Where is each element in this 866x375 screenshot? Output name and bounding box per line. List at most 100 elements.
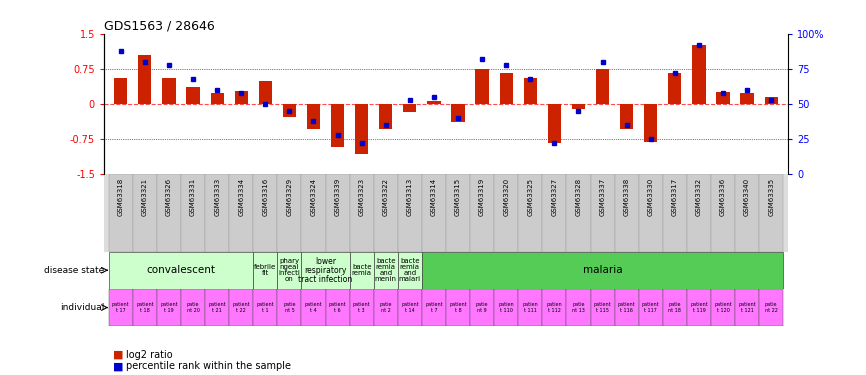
- Text: GSM63339: GSM63339: [334, 178, 340, 216]
- Text: GSM63333: GSM63333: [214, 178, 220, 216]
- Bar: [229, 174, 253, 252]
- Text: log2 ratio: log2 ratio: [126, 350, 172, 360]
- Bar: [572, 104, 585, 110]
- Text: GSM63321: GSM63321: [142, 178, 148, 216]
- Text: GSM63338: GSM63338: [624, 178, 630, 216]
- Text: GSM63325: GSM63325: [527, 178, 533, 216]
- Bar: [229, 289, 253, 326]
- Bar: [253, 252, 277, 289]
- Text: patien
t 110: patien t 110: [499, 302, 514, 313]
- Bar: [301, 174, 326, 252]
- Text: convalescent: convalescent: [146, 265, 216, 275]
- Bar: [427, 101, 441, 104]
- Bar: [422, 174, 446, 252]
- Bar: [210, 93, 223, 104]
- Text: phary
ngeal
infecti
on: phary ngeal infecti on: [279, 258, 301, 282]
- Text: GSM63331: GSM63331: [190, 178, 196, 216]
- Text: GSM63336: GSM63336: [720, 178, 726, 216]
- Bar: [397, 252, 422, 289]
- Text: percentile rank within the sample: percentile rank within the sample: [126, 361, 291, 371]
- Text: GSM63313: GSM63313: [407, 178, 413, 216]
- Bar: [132, 174, 157, 252]
- Text: GDS1563 / 28646: GDS1563 / 28646: [104, 20, 215, 33]
- Bar: [566, 289, 591, 326]
- Bar: [326, 174, 350, 252]
- Text: GSM63316: GSM63316: [262, 178, 268, 216]
- Bar: [277, 174, 301, 252]
- Bar: [326, 289, 350, 326]
- Bar: [277, 252, 301, 289]
- Bar: [301, 289, 326, 326]
- Text: bacte
remia: bacte remia: [352, 264, 372, 276]
- Text: GSM63334: GSM63334: [238, 178, 244, 216]
- Text: lower
respiratory
tract infection: lower respiratory tract infection: [299, 257, 352, 284]
- Bar: [374, 252, 397, 289]
- Bar: [397, 289, 422, 326]
- Bar: [662, 174, 687, 252]
- Bar: [716, 92, 730, 104]
- Bar: [475, 69, 488, 104]
- Text: GSM63340: GSM63340: [744, 178, 750, 216]
- Bar: [711, 174, 735, 252]
- Bar: [711, 289, 735, 326]
- Text: patie
nt 13: patie nt 13: [572, 302, 585, 313]
- Text: patient
t 18: patient t 18: [136, 302, 153, 313]
- Bar: [759, 289, 783, 326]
- Bar: [253, 289, 277, 326]
- Bar: [735, 174, 759, 252]
- Text: patient
t 117: patient t 117: [642, 302, 660, 313]
- Text: GSM63335: GSM63335: [768, 178, 774, 216]
- Text: bacte
remia
and
menin: bacte remia and menin: [375, 258, 397, 282]
- Text: patien
t 111: patien t 111: [522, 302, 538, 313]
- Bar: [687, 289, 711, 326]
- Text: patient
t 21: patient t 21: [209, 302, 226, 313]
- Bar: [524, 78, 537, 104]
- Bar: [500, 74, 513, 104]
- Bar: [181, 289, 205, 326]
- Bar: [253, 174, 277, 252]
- Text: patient
t 4: patient t 4: [305, 302, 322, 313]
- Bar: [740, 93, 753, 104]
- Text: patie
nt 22: patie nt 22: [765, 302, 778, 313]
- Bar: [259, 81, 272, 104]
- Text: malaria: malaria: [583, 265, 623, 275]
- Text: GSM63320: GSM63320: [503, 178, 509, 216]
- Bar: [355, 104, 368, 154]
- Bar: [301, 252, 350, 289]
- Text: patient
t 22: patient t 22: [232, 302, 250, 313]
- Bar: [542, 289, 566, 326]
- Bar: [615, 174, 639, 252]
- Text: patient
t 19: patient t 19: [160, 302, 178, 313]
- Bar: [157, 289, 181, 326]
- Text: patient
t 121: patient t 121: [739, 302, 756, 313]
- Text: GSM63328: GSM63328: [576, 178, 581, 216]
- Bar: [615, 289, 639, 326]
- Bar: [494, 174, 518, 252]
- Text: patient
t 8: patient t 8: [449, 302, 467, 313]
- Bar: [205, 289, 229, 326]
- Bar: [591, 174, 615, 252]
- Text: ■: ■: [113, 350, 123, 360]
- Text: patie
nt 18: patie nt 18: [669, 302, 682, 313]
- Bar: [692, 45, 706, 104]
- Text: GSM63337: GSM63337: [599, 178, 605, 216]
- Bar: [596, 69, 609, 104]
- Text: bacte
remia
and
malari: bacte remia and malari: [399, 258, 421, 282]
- Bar: [374, 174, 397, 252]
- Text: GSM63326: GSM63326: [166, 178, 172, 216]
- Bar: [422, 252, 783, 289]
- Bar: [470, 289, 494, 326]
- Bar: [451, 104, 465, 122]
- Bar: [591, 289, 615, 326]
- Bar: [350, 174, 374, 252]
- Bar: [374, 289, 397, 326]
- Text: GSM63319: GSM63319: [479, 178, 485, 216]
- Bar: [109, 289, 132, 326]
- Bar: [735, 289, 759, 326]
- Text: patient
t 119: patient t 119: [690, 302, 708, 313]
- Text: patient
t 120: patient t 120: [714, 302, 732, 313]
- Text: GSM63318: GSM63318: [118, 178, 124, 216]
- Bar: [470, 174, 494, 252]
- Bar: [379, 104, 392, 129]
- Text: individual: individual: [60, 303, 105, 312]
